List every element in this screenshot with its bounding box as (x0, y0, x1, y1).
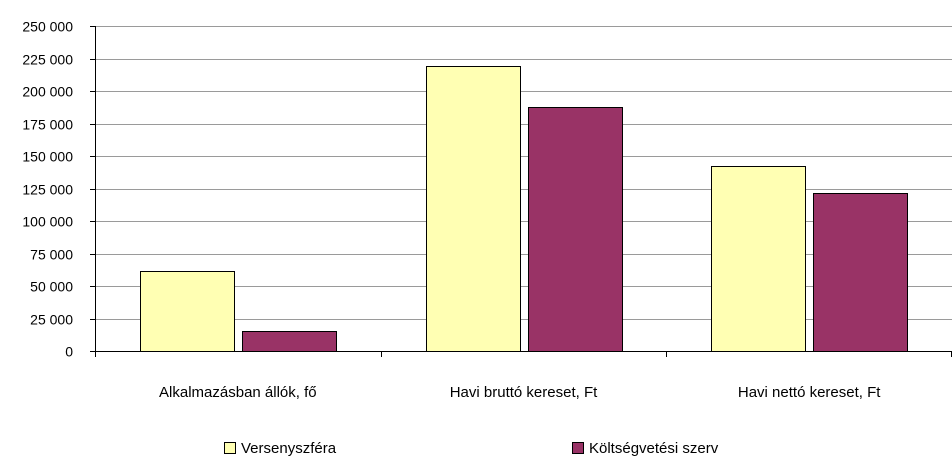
bar-koltsegvetesi (242, 331, 337, 352)
legend-swatch-koltsegvetesi (572, 442, 584, 454)
legend-item-koltsegvetesi: Költségvetési szerv (572, 438, 718, 458)
x-axis: Alkalmazásban állók, fő Havi bruttó keres… (95, 351, 952, 401)
legend-label-versenyszfera: Versenyszféra (241, 439, 337, 457)
legend-item-versenyszfera: Versenyszféra (224, 438, 336, 458)
y-tick-label: 250 000 (22, 19, 73, 35)
y-tick-label: 75 000 (30, 247, 73, 263)
gridlines (95, 26, 952, 320)
y-tick-label: 225 000 (22, 52, 73, 68)
bar-versenyszfera (426, 66, 521, 352)
bar-koltsegvetesi (813, 193, 908, 352)
y-tick-label: 200 000 (22, 84, 73, 100)
bar-koltsegvetesi (528, 107, 623, 352)
x-category-label: Havi bruttó kereset, Ft (450, 384, 598, 401)
x-category-label: Havi nettó kereset, Ft (738, 384, 881, 401)
y-tick-label: 175 000 (22, 117, 73, 133)
legend-label-koltsegvetesi: Költségvetési szerv (589, 439, 719, 457)
bar-versenyszfera (140, 271, 235, 352)
bars (140, 66, 908, 352)
legend-swatch-versenyszfera (224, 442, 236, 454)
y-tick-label: 0 (65, 344, 73, 360)
bar-versenyszfera (711, 166, 806, 352)
y-tick-label: 100 000 (22, 214, 73, 230)
y-axis: 0 25 000 50 000 75 000 100 000 125 000 150 000… (22, 19, 96, 360)
x-category-label: Alkalmazásban állók, fő (159, 384, 317, 401)
y-tick-label: 25 000 (30, 312, 73, 328)
y-tick-label: 150 000 (22, 149, 73, 165)
y-tick-label: 125 000 (22, 182, 73, 198)
y-tick-label: 50 000 (30, 279, 73, 295)
